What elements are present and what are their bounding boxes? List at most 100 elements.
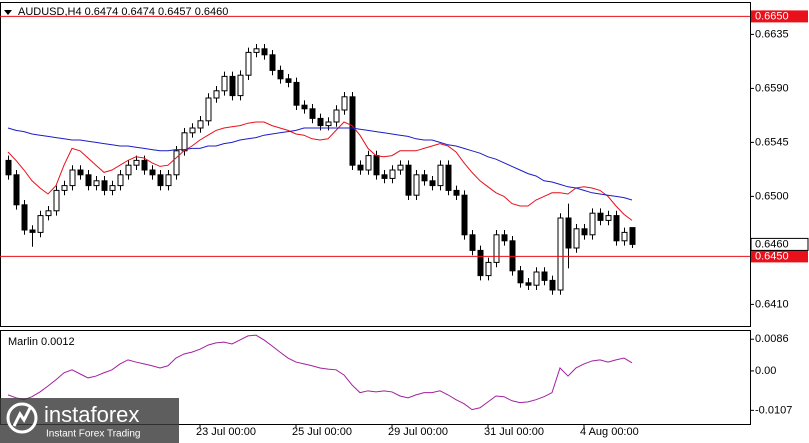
last-price-bg [750,237,809,251]
watermark-brand: instaforex [44,402,139,427]
candle-body [325,121,332,127]
candle-body [397,164,404,171]
y-tick-label: 0.6500 [755,190,789,202]
candle-body [445,164,452,191]
x-tick-label: 4 Aug 00:00 [580,426,639,438]
candle-body [173,150,180,176]
candle-body [597,212,604,221]
x-tick-label: 23 Jul 00:00 [196,426,256,438]
candle-body [533,271,540,286]
indicator-line [7,334,633,411]
candle-body [469,234,476,251]
y-tick-label: 0.6635 [755,28,789,40]
watermark-logo-mark [12,407,32,427]
candle-body [333,109,340,123]
candle-body [309,108,316,119]
candle-body [493,234,500,263]
candle-body [205,97,212,122]
x-tick-label: 29 Jul 00:00 [388,426,448,438]
candle-body [237,74,244,97]
y-tick-label: 0.00 [755,365,776,377]
candle-body [581,228,588,236]
last-price-label: 0.6460 [755,238,789,250]
candle-body [277,69,284,80]
candle-body [421,174,428,182]
candle-body [93,180,100,187]
candle-body [485,261,492,277]
candle-body [549,279,556,291]
candle-body [301,104,308,110]
moving-average [7,121,633,221]
level-label: 0.6450 [755,250,789,262]
y-tick-label: -0.0107 [755,404,792,416]
indicator-title: Marlin 0.0012 [8,336,75,348]
symbol-marker [4,10,12,15]
candle-body [573,228,580,249]
level-label-bg [751,10,808,23]
watermark-logo [6,402,38,434]
x-tick-label: 31 Jul 00:00 [484,426,544,438]
candle-body [381,174,388,179]
candle-body [253,48,260,53]
candle-body [117,174,124,187]
candle-body [125,164,132,176]
y-tick-label: 0.6590 [755,82,789,94]
candle-body [21,204,28,231]
candle-body [429,180,436,187]
candle-body [157,174,164,187]
watermark: instaforex Instant Forex Trading [0,398,179,443]
candle-body [461,194,468,236]
candle-body [229,75,236,97]
candle-body [29,229,36,233]
candle-body [165,174,172,187]
watermark-tagline: Instant Forex Trading [46,429,141,440]
y-tick-label: 0.0086 [755,333,789,345]
candle-body [53,189,60,212]
candle-body [557,217,564,291]
candle-body [13,174,20,206]
candle-body [629,227,636,245]
chart-title: AUDUSD,H4 0.6474 0.6474 0.6457 0.6460 [18,6,228,18]
candle-body [477,249,484,277]
candle-body [45,210,52,217]
candle-body [341,96,348,111]
candle-body [349,96,356,166]
candle-body [189,127,196,134]
candle-body [605,215,612,221]
candle-body [413,174,420,196]
candle-body [213,90,220,99]
candle-body [565,217,572,249]
candle-body [133,159,140,166]
candle-body [221,75,228,92]
candle-body [389,169,396,179]
candle-body [261,48,268,56]
x-tick-label: 25 Jul 00:00 [292,426,352,438]
candle-body [101,180,108,191]
candle-body [517,270,524,284]
candle-body [357,164,364,171]
level-label-bg [751,250,808,263]
candle-body [109,185,116,191]
candle-body [405,164,412,196]
candle-body [245,51,252,76]
candle-body [149,169,156,176]
candle-body [293,81,300,106]
y-tick-label: 0.6410 [755,298,789,310]
candle-body [613,215,620,242]
candle-body [5,159,12,176]
moving-average [7,127,633,201]
plot-layer: 0.6635 0.6590 0.6545 0.6500 0.6410 0.6650 0.64… [0,10,809,438]
candle-body [37,215,44,233]
candle-body [317,117,324,127]
candle-body [541,271,548,281]
candle-body [373,155,380,176]
candle-body [61,185,68,191]
level-label: 0.6650 [755,10,789,22]
candle-body [197,120,204,129]
candle-body [69,169,76,187]
candle-body [589,212,596,236]
candle-body [453,189,460,196]
y-tick-label: 0.6545 [755,136,789,148]
